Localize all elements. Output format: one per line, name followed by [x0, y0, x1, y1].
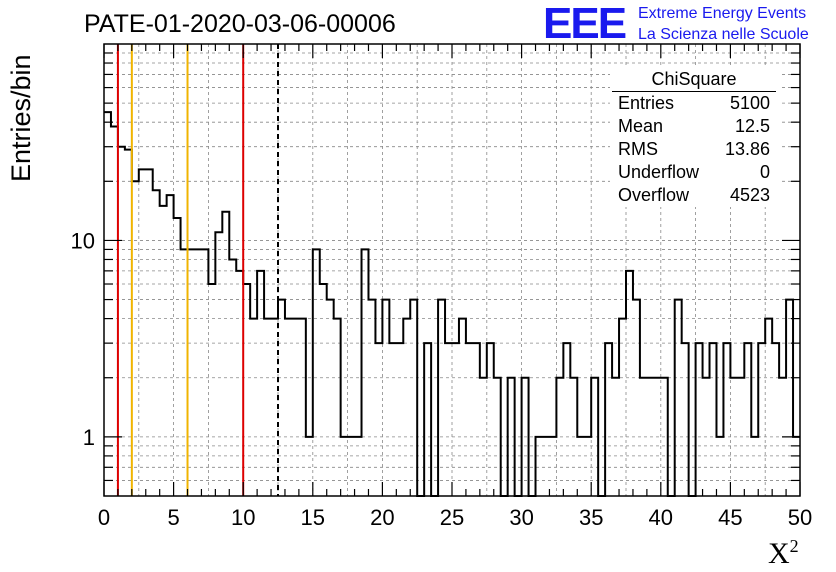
stats-row: RMS 13.86 [610, 138, 780, 161]
x-tick-label: 25 [440, 505, 464, 530]
stats-name: ChiSquare [612, 68, 776, 92]
stats-value: 13.86 [724, 139, 770, 159]
stats-label: Overflow [618, 185, 690, 205]
stats-value: 5100 [729, 93, 770, 113]
x-tick-label: 30 [509, 505, 533, 530]
stats-value: 4523 [729, 185, 770, 205]
x-tick-label: 10 [231, 505, 255, 530]
stats-label: Entries [618, 93, 675, 113]
x-tick-label: 5 [167, 505, 179, 530]
eee-logo: EEE [543, 0, 627, 48]
stats-box: ChiSquare Entries 5100 Mean 12.5 RMS 13.86 Und… [610, 68, 780, 207]
x-tick-label: 15 [301, 505, 325, 530]
x-tick-label: 45 [718, 505, 742, 530]
stats-value: 12.5 [734, 116, 770, 136]
x-tick-label: 20 [370, 505, 394, 530]
y-tick-label: 10 [71, 228, 95, 253]
x-tick-label: 0 [98, 505, 110, 530]
stats-label: Mean [618, 116, 664, 136]
stats-label: Underflow [618, 162, 700, 182]
chart-title: PATE-01-2020-03-06-00006 [84, 10, 396, 38]
x-tick-label: 40 [649, 505, 673, 530]
x-tick-label: 50 [788, 505, 812, 530]
stats-row: Overflow 4523 [610, 184, 780, 207]
stats-label: RMS [618, 139, 658, 159]
stats-value: 0 [759, 162, 770, 182]
logo-line-1: Extreme Energy Events [638, 5, 807, 22]
x-tick-label: 35 [579, 505, 603, 530]
logo-line-2: La Scienza nelle Scuole [638, 26, 809, 43]
x-axis-label: X2 [768, 536, 799, 570]
stats-row: Underflow 0 [610, 161, 780, 184]
y-tick-label: 1 [83, 425, 95, 450]
stats-row: Mean 12.5 [610, 115, 780, 138]
logo-text: Extreme Energy Events La Scienza nelle S… [638, 3, 809, 45]
stats-row: Entries 5100 [610, 92, 780, 115]
